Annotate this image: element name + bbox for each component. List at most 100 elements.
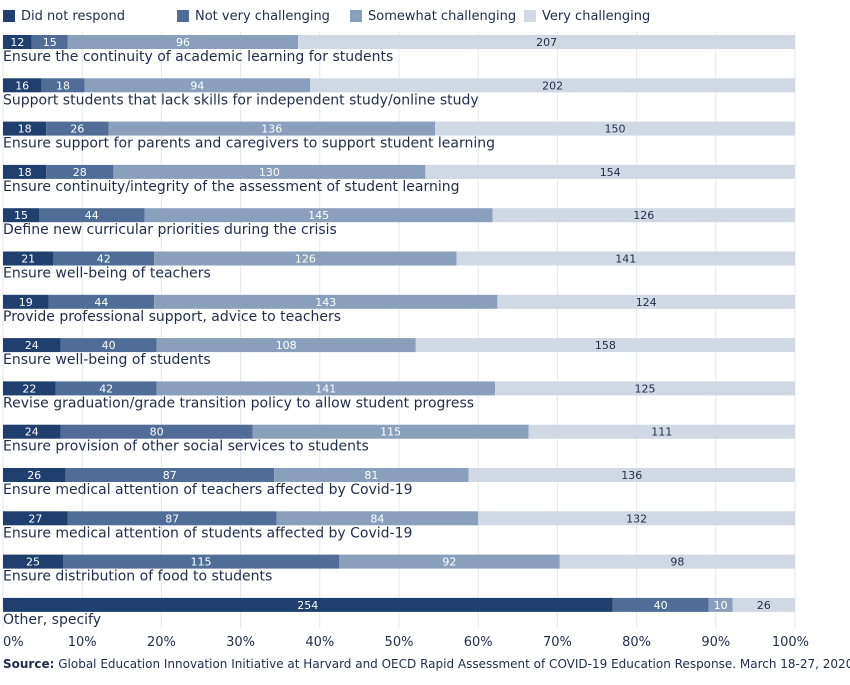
- data-label: 19: [19, 296, 33, 309]
- data-label: 16: [15, 79, 29, 92]
- bar-segment: [108, 121, 435, 136]
- data-label: 141: [315, 382, 336, 395]
- bar-segment: [67, 511, 277, 526]
- data-label: 15: [43, 36, 57, 49]
- data-label: 28: [73, 166, 87, 179]
- legend-label: Very challenging: [542, 8, 651, 24]
- data-label: 24: [25, 426, 39, 439]
- data-label: 27: [28, 512, 42, 525]
- bar-segment: [67, 35, 299, 49]
- x-tick-label: 30%: [226, 635, 255, 650]
- bar-segment: [3, 597, 613, 612]
- bar-segment: [156, 381, 495, 396]
- data-label: 132: [626, 512, 647, 525]
- bar-segment: [492, 208, 795, 223]
- x-tick-label: 80%: [622, 635, 651, 650]
- bar-segment: [732, 597, 795, 612]
- legend-label: Somewhat challenging: [368, 8, 517, 24]
- bar-segment: [3, 554, 63, 569]
- bar-segment: [435, 121, 795, 136]
- x-tick-label: 20%: [147, 635, 176, 650]
- x-tick-label: 0%: [3, 635, 24, 650]
- data-label: 143: [315, 296, 336, 309]
- category-label: Ensure continuity/integrity of the asses…: [3, 179, 460, 195]
- bar-segment: [55, 381, 157, 396]
- bar-segment: [46, 121, 109, 136]
- data-label: 125: [635, 382, 656, 395]
- bar-segment: [3, 121, 47, 136]
- legend-item: Did not respond: [3, 7, 125, 25]
- category-label: Provide professional support, advice to …: [3, 309, 341, 325]
- legend-item: Somewhat challenging: [350, 7, 516, 25]
- bar-segment: [3, 164, 47, 179]
- source-text: Global Education Innovation Initiative a…: [54, 657, 850, 671]
- data-label: 98: [670, 556, 684, 569]
- bar-segment: [3, 424, 61, 439]
- bar-segment: [298, 35, 795, 49]
- data-label: 40: [102, 339, 116, 352]
- bar-segment: [3, 468, 66, 482]
- bar-segment: [3, 251, 54, 266]
- x-tick-label: 40%: [305, 635, 334, 650]
- category-label: Ensure well-being of students: [3, 352, 211, 368]
- data-label: 10: [714, 599, 728, 612]
- data-label: 26: [70, 123, 84, 136]
- data-label: 202: [542, 79, 563, 92]
- category-label: Ensure distribution of food to students: [3, 569, 272, 585]
- data-label: 126: [633, 209, 654, 222]
- bar-segment: [63, 554, 339, 569]
- data-label: 18: [18, 166, 32, 179]
- data-label: 92: [442, 556, 456, 569]
- bar-segment: [53, 251, 155, 266]
- data-label: 96: [176, 36, 190, 49]
- data-label: 141: [615, 253, 636, 266]
- bar-segment: [456, 251, 795, 266]
- x-tick-label: 100%: [772, 635, 809, 650]
- category-label: Support students that lack skills for in…: [3, 92, 479, 108]
- bar-segment: [39, 208, 145, 223]
- bar-segment: [84, 78, 311, 93]
- data-label: 80: [150, 426, 164, 439]
- source-label: Source:: [3, 657, 55, 671]
- bar-segment: [46, 164, 114, 179]
- x-tick-label: 10%: [68, 635, 97, 650]
- data-label: 145: [308, 209, 329, 222]
- x-tick-label: 90%: [701, 635, 730, 650]
- bar-segment: [310, 78, 795, 93]
- source-note: Source: Global Education Innovation Init…: [3, 657, 850, 671]
- bar-segment: [3, 381, 56, 396]
- data-label: 24: [25, 339, 39, 352]
- data-label: 111: [651, 426, 672, 439]
- data-label: 42: [97, 253, 111, 266]
- data-label: 154: [600, 166, 621, 179]
- data-label: 42: [99, 382, 113, 395]
- bar-segment: [65, 468, 275, 482]
- data-label: 40: [654, 599, 668, 612]
- data-label: 26: [27, 469, 41, 482]
- data-label: 94: [190, 79, 204, 92]
- bar-segment: [60, 338, 157, 353]
- category-label: Ensure support for parents and caregiver…: [3, 136, 495, 152]
- legend-item: Very challenging: [524, 7, 650, 25]
- data-label: 87: [165, 512, 179, 525]
- data-label: 22: [22, 382, 36, 395]
- legend-swatch: [524, 10, 536, 22]
- bar-segment: [154, 251, 457, 266]
- bar-segment: [60, 424, 253, 439]
- data-label: 87: [163, 469, 177, 482]
- data-label: 130: [259, 166, 280, 179]
- bar-segment: [3, 78, 42, 93]
- legend-swatch: [350, 10, 362, 22]
- bar-segment: [276, 511, 479, 526]
- bar-segment: [144, 208, 493, 223]
- bar-segment: [425, 164, 795, 179]
- bar-segment: [708, 597, 733, 612]
- category-label: Ensure provision of other social service…: [3, 439, 369, 455]
- bar-segment: [3, 294, 49, 309]
- bar-segment: [339, 554, 560, 569]
- bar-segment: [274, 468, 469, 482]
- bar-segment: [48, 294, 155, 309]
- bar-segment: [252, 424, 529, 439]
- legend-item: Not very challenging: [177, 7, 330, 25]
- data-label: 25: [26, 556, 40, 569]
